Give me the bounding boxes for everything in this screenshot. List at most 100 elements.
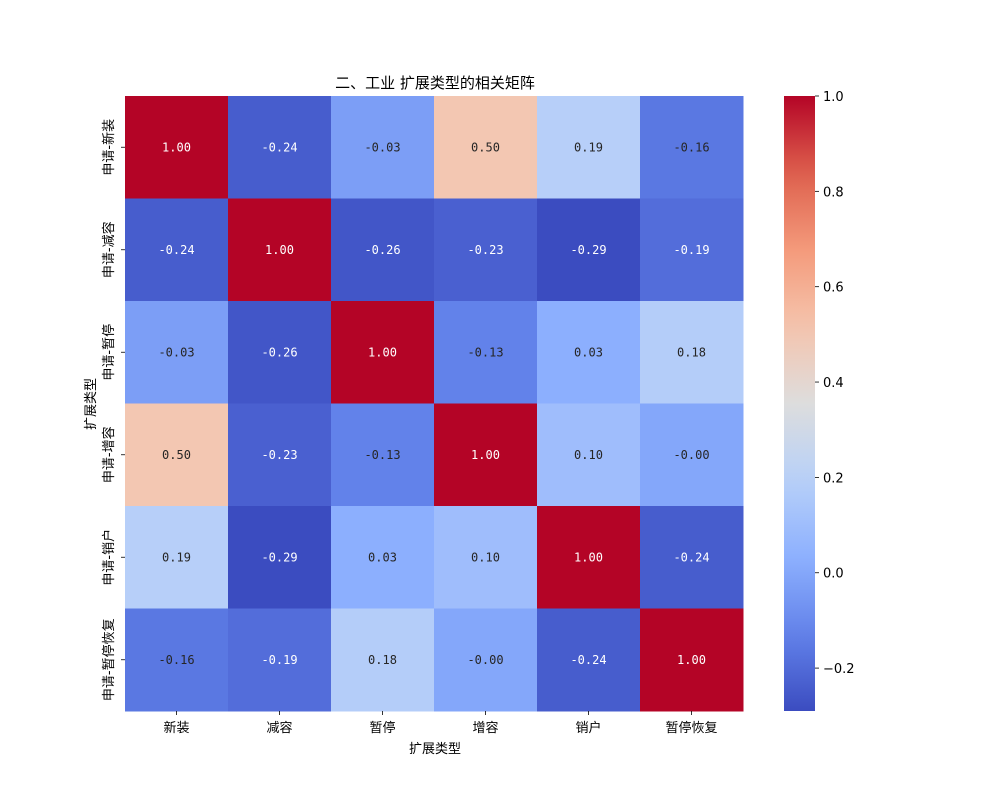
- y-tick-label: 申请-增容: [101, 426, 117, 483]
- x-tick-label: 销户: [575, 720, 601, 736]
- colorbar: [784, 96, 815, 711]
- heatmap-cell: [537, 301, 641, 404]
- heatmap-cell: [125, 403, 229, 507]
- heatmap-cell-label: -0.24: [158, 243, 194, 257]
- heatmap-cell-label: -0.29: [570, 243, 606, 257]
- heatmap-cell-label: -0.19: [261, 653, 297, 667]
- x-axis-label: 扩展类型: [409, 742, 461, 757]
- heatmap-cell-label: 1.00: [368, 345, 397, 359]
- heatmap-cell-label: -0.26: [364, 243, 400, 257]
- chart-title: 二、工业 扩展类型的相关矩阵: [335, 74, 535, 92]
- heatmap-cell: [228, 198, 332, 302]
- heatmap-cell: [228, 506, 332, 609]
- x-tick-labels: 新装 减容 暂停 增容 销户 暂停恢复: [163, 711, 718, 736]
- heatmap-cell: [640, 198, 744, 302]
- y-tick-label: 申请-暂停: [101, 324, 117, 381]
- heatmap-cells: [125, 96, 744, 712]
- heatmap-cell: [434, 403, 538, 507]
- heatmap-cell: [125, 301, 229, 404]
- heatmap-cell: [228, 403, 332, 507]
- heatmap-cell-label: -0.26: [261, 345, 297, 359]
- heatmap-cell: [537, 608, 641, 712]
- heatmap-cell: [228, 96, 332, 199]
- heatmap-cell: [331, 608, 435, 712]
- colorbar-tick-label: 0.4: [823, 376, 844, 391]
- heatmap-cell: [640, 301, 744, 404]
- x-tick-label: 增容: [472, 720, 498, 736]
- colorbar-ticks: 1.0 0.8 0.6 0.4 0.2 0.0 −0.2: [815, 90, 855, 677]
- heatmap-cell: [537, 198, 641, 302]
- heatmap-cell: [537, 403, 641, 507]
- heatmap-cell-label: 0.03: [368, 550, 397, 564]
- heatmap-cell-label: 0.50: [471, 140, 500, 154]
- heatmap-cell: [125, 198, 229, 302]
- heatmap-cell-label: 1.00: [162, 140, 191, 154]
- heatmap-cell-label: -0.03: [364, 140, 400, 154]
- heatmap-cell: [125, 608, 229, 712]
- heatmap-cell-label: 0.18: [677, 345, 706, 359]
- heatmap-cell: [434, 301, 538, 404]
- heatmap-cell: [640, 96, 744, 199]
- heatmap-cell-label: 0.10: [574, 448, 603, 462]
- x-tick-label: 减容: [266, 720, 292, 736]
- heatmap-cell-label: 0.19: [162, 550, 191, 564]
- heatmap-cell: [537, 506, 641, 609]
- heatmap-cell: [331, 198, 435, 302]
- heatmap-cell-label: -0.24: [261, 140, 297, 154]
- heatmap-cell-label: 0.19: [574, 140, 603, 154]
- heatmap-cell-label: 0.03: [574, 345, 603, 359]
- x-tick-label: 暂停: [369, 720, 395, 736]
- heatmap-cell: [228, 301, 332, 404]
- colorbar-tick-label: −0.2: [823, 662, 855, 677]
- heatmap-cell-label: 0.18: [368, 653, 397, 667]
- heatmap-cell: [331, 301, 435, 404]
- heatmap-cell-label: -0.00: [467, 653, 503, 667]
- heatmap-cell: [331, 506, 435, 609]
- heatmap-cell: [434, 198, 538, 302]
- y-tick-label: 申请-减容: [101, 221, 117, 278]
- heatmap-cell: [228, 608, 332, 712]
- heatmap-cell-label: -0.24: [673, 550, 709, 564]
- heatmap-cell-label: 1.00: [574, 550, 603, 564]
- heatmap-cell-label: -0.16: [158, 653, 194, 667]
- x-tick-label: 新装: [163, 720, 189, 736]
- heatmap-cell: [537, 96, 641, 199]
- colorbar-tick-label: 1.0: [823, 90, 844, 105]
- heatmap-cell-label: -0.23: [261, 448, 297, 462]
- heatmap-cell: [434, 608, 538, 712]
- heatmap-cell: [640, 608, 744, 712]
- heatmap-cell: [331, 96, 435, 199]
- y-axis-label: 扩展类型: [84, 378, 99, 430]
- y-tick-label: 申请-新装: [101, 119, 117, 176]
- heatmap-cell-label: 1.00: [265, 243, 294, 257]
- heatmap-cell: [434, 96, 538, 199]
- heatmap-cell-label: 1.00: [677, 653, 706, 667]
- colorbar-tick-label: 0.0: [823, 567, 844, 582]
- heatmap-cell: [331, 403, 435, 507]
- heatmap-cell: [640, 506, 744, 609]
- heatmap-cell-label: -0.23: [467, 243, 503, 257]
- colorbar-tick-label: 0.2: [823, 471, 844, 486]
- heatmap-cell-label: -0.19: [673, 243, 709, 257]
- x-tick-label: 暂停恢复: [665, 720, 717, 736]
- y-tick-label: 申请-暂停恢复: [101, 618, 117, 701]
- heatmap-cell-label: -0.24: [570, 653, 606, 667]
- heatmap-cell-label: -0.13: [364, 448, 400, 462]
- colorbar-tick-label: 0.6: [823, 281, 844, 296]
- heatmap-cell-labels: 1.00 -0.24 -0.03 0.50 0.19 -0.16 -0.24 1.00 -0.2…: [158, 140, 709, 667]
- heatmap-cell-label: -0.13: [467, 345, 503, 359]
- heatmap-cell-label: -0.29: [261, 550, 297, 564]
- y-tick-label: 申请-销户: [101, 529, 117, 586]
- heatmap-cell: [125, 506, 229, 609]
- heatmap-cell-label: -0.03: [158, 345, 194, 359]
- heatmap-cell: [434, 506, 538, 609]
- heatmap-cell-label: 1.00: [471, 448, 500, 462]
- heatmap-cell: [125, 96, 229, 199]
- heatmap-cell-label: -0.00: [673, 448, 709, 462]
- heatmap-cell: [640, 403, 744, 507]
- heatmap-cell-label: -0.16: [673, 140, 709, 154]
- heatmap-cell-label: 0.10: [471, 550, 500, 564]
- heatmap-cell-label: 0.50: [162, 448, 191, 462]
